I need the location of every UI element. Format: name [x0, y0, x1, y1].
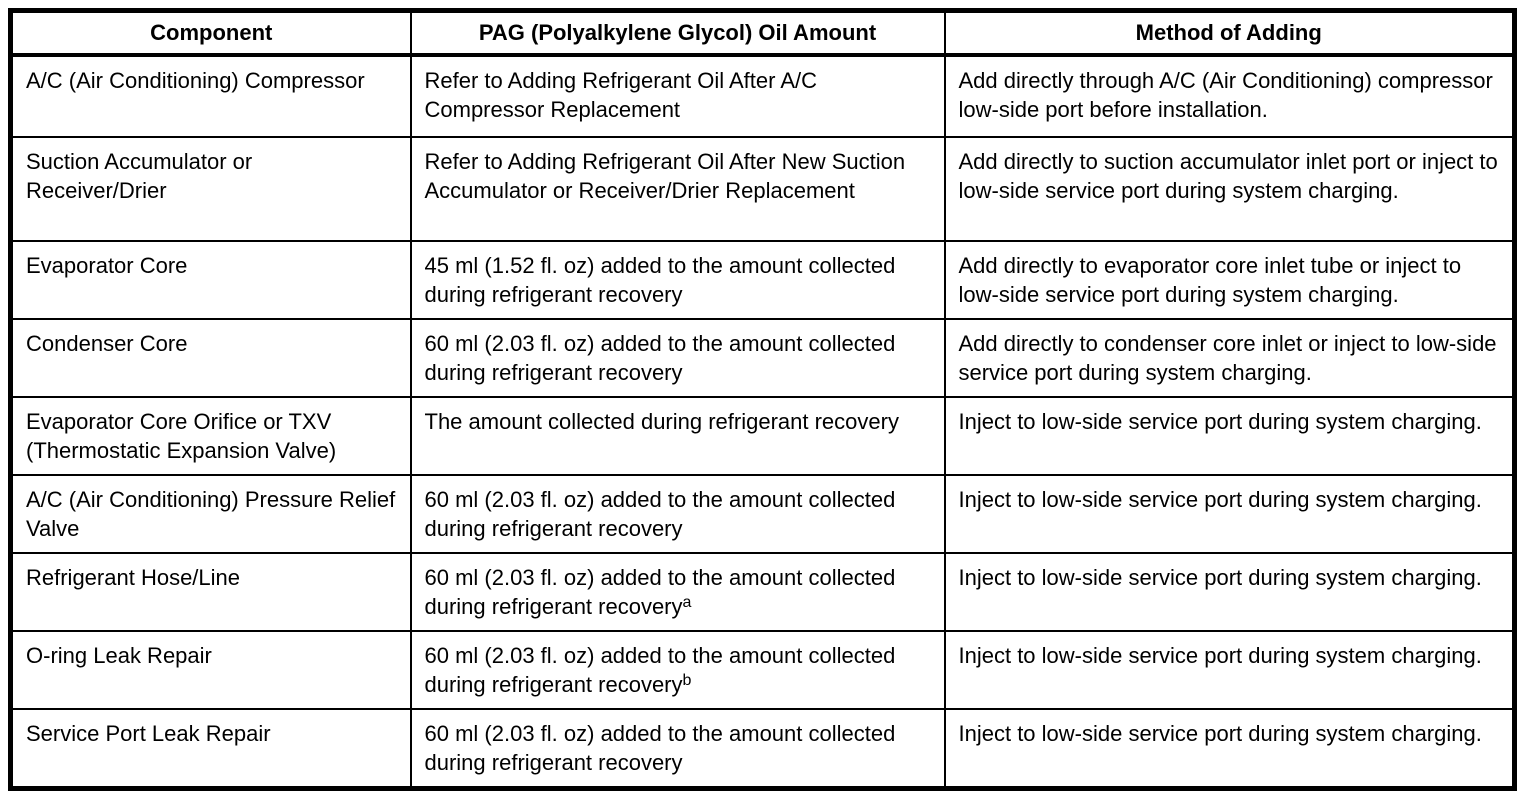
cell-oil-amount: Refer to Adding Refrigerant Oil After A/…	[409, 53, 946, 138]
table-row: O-ring Leak Repair 60 ml (2.03 fl. oz) a…	[8, 629, 1517, 710]
cell-method: Add directly through A/C (Air Conditioni…	[943, 53, 1517, 138]
oil-amount-text: Refer to Adding Refrigerant Oil After Ne…	[424, 148, 906, 203]
oil-amount-text: 60 ml (2.03 fl. oz) added to the amount …	[424, 720, 896, 775]
table-header: Component PAG (Polyalkylene Glycol) Oil …	[8, 8, 1517, 57]
table-row: A/C (Air Conditioning) Compressor Refer …	[8, 53, 1517, 138]
cell-component: Evaporator Core Orifice or TXV (Thermost…	[8, 395, 412, 476]
cell-oil-amount: 60 ml (2.03 fl. oz) added to the amount …	[409, 707, 946, 791]
header-row: Component PAG (Polyalkylene Glycol) Oil …	[8, 8, 1517, 57]
cell-component: Service Port Leak Repair	[8, 707, 412, 791]
cell-method: Inject to low-side service port during s…	[943, 707, 1517, 791]
cell-oil-amount: The amount collected during refrigerant …	[409, 395, 946, 476]
cell-oil-amount: 60 ml (2.03 fl. oz) added to the amount …	[409, 551, 946, 632]
table-body: A/C (Air Conditioning) Compressor Refer …	[8, 53, 1517, 791]
cell-method: Add directly to suction accumulator inle…	[943, 135, 1517, 242]
table-row: Evaporator Core Orifice or TXV (Thermost…	[8, 395, 1517, 476]
table-row: Service Port Leak Repair 60 ml (2.03 fl.…	[8, 707, 1517, 791]
column-header-component: Component	[8, 8, 412, 57]
cell-component: Suction Accumulator or Receiver/Drier	[8, 135, 412, 242]
cell-oil-amount: 60 ml (2.03 fl. oz) added to the amount …	[409, 317, 946, 398]
table-row: Evaporator Core 45 ml (1.52 fl. oz) adde…	[8, 239, 1517, 320]
cell-method: Inject to low-side service port during s…	[943, 551, 1517, 632]
cell-component: O-ring Leak Repair	[8, 629, 412, 710]
table-row: Condenser Core 60 ml (2.03 fl. oz) added…	[8, 317, 1517, 398]
table-row: Refrigerant Hose/Line 60 ml (2.03 fl. oz…	[8, 551, 1517, 632]
footnote-marker: b	[682, 671, 692, 689]
cell-method: Inject to low-side service port during s…	[943, 395, 1517, 476]
cell-component: Refrigerant Hose/Line	[8, 551, 412, 632]
table-row: A/C (Air Conditioning) Pressure Relief V…	[8, 473, 1517, 554]
cell-component: A/C (Air Conditioning) Compressor	[8, 53, 412, 138]
footnote-marker: a	[682, 593, 692, 611]
oil-amount-text: The amount collected during refrigerant …	[424, 408, 899, 434]
cell-method: Add directly to evaporator core inlet tu…	[943, 239, 1517, 320]
cell-oil-amount: 45 ml (1.52 fl. oz) added to the amount …	[409, 239, 946, 320]
oil-amount-text: Refer to Adding Refrigerant Oil After A/…	[424, 67, 818, 122]
cell-method: Add directly to condenser core inlet or …	[943, 317, 1517, 398]
cell-method: Inject to low-side service port during s…	[943, 473, 1517, 554]
cell-oil-amount: 60 ml (2.03 fl. oz) added to the amount …	[409, 629, 946, 710]
column-header-oil-amount: PAG (Polyalkylene Glycol) Oil Amount	[409, 8, 946, 57]
oil-amount-text: 60 ml (2.03 fl. oz) added to the amount …	[424, 564, 896, 619]
cell-component: Condenser Core	[8, 317, 412, 398]
oil-amount-text: 45 ml (1.52 fl. oz) added to the amount …	[424, 252, 896, 307]
pag-oil-table: Component PAG (Polyalkylene Glycol) Oil …	[8, 8, 1517, 791]
cell-oil-amount: Refer to Adding Refrigerant Oil After Ne…	[409, 135, 946, 242]
table-row: Suction Accumulator or Receiver/Drier Re…	[8, 135, 1517, 242]
oil-amount-text: 60 ml (2.03 fl. oz) added to the amount …	[424, 486, 896, 541]
oil-amount-text: 60 ml (2.03 fl. oz) added to the amount …	[424, 642, 896, 697]
oil-amount-text: 60 ml (2.03 fl. oz) added to the amount …	[424, 330, 896, 385]
cell-method: Inject to low-side service port during s…	[943, 629, 1517, 710]
cell-component: A/C (Air Conditioning) Pressure Relief V…	[8, 473, 412, 554]
cell-component: Evaporator Core	[8, 239, 412, 320]
column-header-method: Method of Adding	[943, 8, 1517, 57]
cell-oil-amount: 60 ml (2.03 fl. oz) added to the amount …	[409, 473, 946, 554]
